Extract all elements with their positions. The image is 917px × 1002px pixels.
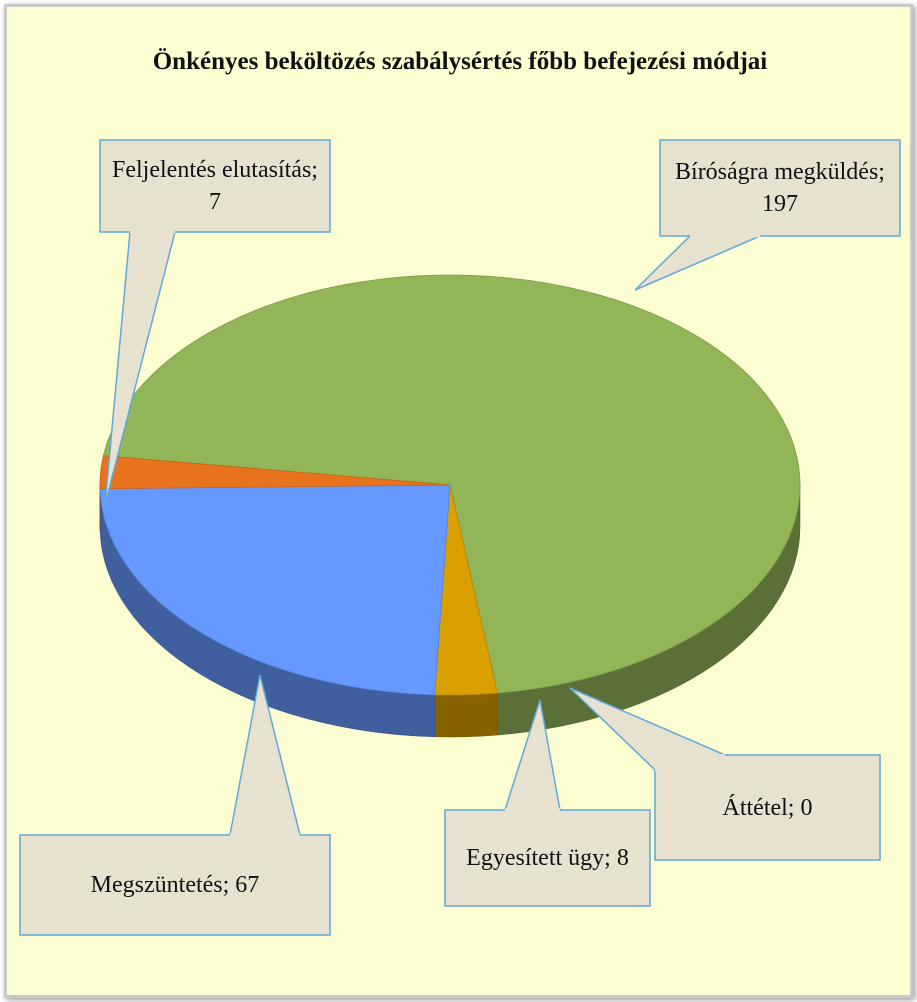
data-label: Bíróságra megküldés; 197 (675, 159, 885, 217)
chart-title: Önkényes beköltözés szabálysértés főbb b… (152, 48, 768, 75)
callout-joint (654, 753, 726, 772)
callout-box (654, 754, 881, 861)
callout-box (444, 809, 651, 907)
data-label: Áttétel; 0 (722, 794, 813, 821)
data-label: Feljelentés elutasítás; 7 (112, 157, 318, 215)
callout-box (659, 139, 901, 237)
callout-box (99, 139, 331, 233)
callout-pointer (634, 235, 761, 291)
pie-slice (102, 274, 801, 694)
pie-slice (99, 484, 451, 696)
data-label: Megszüntetés; 67 (90, 872, 260, 898)
pie-slice (99, 455, 451, 490)
callout-box (19, 834, 331, 936)
pie-slice-side (434, 692, 498, 738)
data-label: Egyesített ügy; 8 (466, 845, 629, 871)
